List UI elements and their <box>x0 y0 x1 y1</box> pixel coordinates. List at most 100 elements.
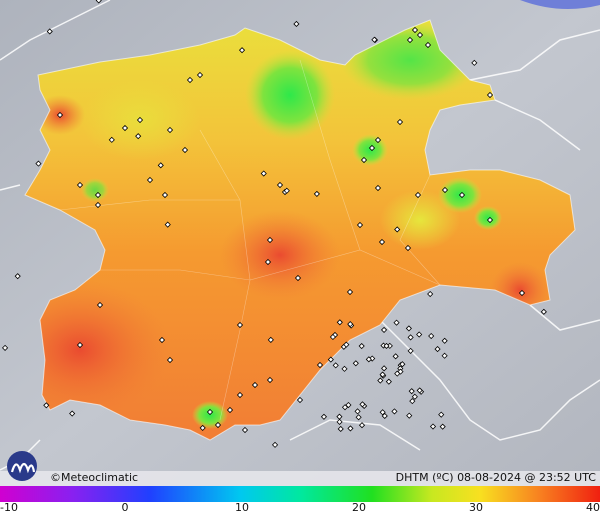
station <box>236 391 244 399</box>
station <box>181 146 189 154</box>
logo-glyph <box>10 462 36 474</box>
credit: ©Meteoclimatic <box>50 471 138 484</box>
station <box>356 221 364 229</box>
station <box>341 404 349 411</box>
station <box>399 361 406 368</box>
station <box>332 362 339 369</box>
station <box>166 126 174 134</box>
station <box>76 341 84 349</box>
station <box>196 71 204 79</box>
station <box>347 321 354 328</box>
station <box>404 244 412 252</box>
station <box>416 387 423 394</box>
legend-ticks: -10 0 10 20 30 40 <box>0 501 600 514</box>
station <box>214 421 222 429</box>
station <box>260 170 267 177</box>
station <box>427 290 434 298</box>
station <box>391 408 398 415</box>
legend-tick-label: 0 <box>122 501 129 514</box>
station <box>394 226 401 233</box>
station <box>14 273 21 280</box>
station <box>458 191 466 199</box>
station <box>43 402 50 409</box>
caption: DHTM (ºC) 08-08-2024 @ 23:52 UTC <box>396 471 597 484</box>
station <box>46 28 53 35</box>
station <box>343 341 350 348</box>
borders <box>0 0 600 470</box>
legend-tick-label: 30 <box>469 501 483 514</box>
station <box>434 346 441 353</box>
station <box>411 26 419 34</box>
station <box>266 376 274 384</box>
station <box>379 409 386 416</box>
station <box>96 301 104 309</box>
legend-tick-label: -10 <box>0 501 18 514</box>
station <box>407 347 414 354</box>
station <box>56 111 64 119</box>
station <box>94 191 102 199</box>
station <box>94 201 102 209</box>
station <box>316 361 324 369</box>
station <box>441 337 448 344</box>
station <box>377 377 384 384</box>
station <box>276 181 284 189</box>
station <box>439 423 446 430</box>
station <box>392 353 399 360</box>
station <box>329 333 336 341</box>
station <box>379 371 386 378</box>
station <box>385 378 392 385</box>
station <box>441 352 448 359</box>
station <box>429 423 437 430</box>
station <box>136 116 144 124</box>
station <box>540 308 547 315</box>
station <box>35 160 42 167</box>
station <box>380 326 388 333</box>
station <box>271 441 279 448</box>
station <box>337 425 344 433</box>
station <box>206 408 214 416</box>
station <box>293 20 300 28</box>
station <box>360 156 368 164</box>
footer-band <box>0 471 600 486</box>
station <box>161 191 169 199</box>
station <box>406 36 414 44</box>
station <box>294 274 302 282</box>
station <box>486 91 494 99</box>
station <box>296 396 304 404</box>
station <box>2 344 9 351</box>
station <box>345 401 352 409</box>
station <box>409 398 416 405</box>
station <box>359 401 366 408</box>
station <box>424 41 432 49</box>
station <box>226 406 234 414</box>
station <box>358 422 366 429</box>
station <box>238 47 246 54</box>
color-scale <box>0 486 600 502</box>
station <box>267 336 274 343</box>
station <box>378 238 386 246</box>
station <box>397 368 404 375</box>
station <box>346 288 354 296</box>
station <box>438 411 445 418</box>
station <box>320 413 328 420</box>
station <box>266 236 274 244</box>
legend-tick-label: 10 <box>235 501 249 514</box>
station <box>371 36 378 43</box>
station <box>241 426 249 434</box>
station <box>166 356 174 364</box>
station <box>336 319 343 326</box>
station <box>416 331 423 338</box>
station <box>158 336 166 344</box>
station <box>354 408 361 415</box>
station <box>406 412 413 419</box>
station <box>428 332 435 340</box>
station <box>518 289 526 297</box>
station <box>486 216 494 224</box>
station <box>396 118 404 126</box>
station <box>411 393 418 400</box>
station <box>352 360 359 367</box>
station <box>368 144 376 152</box>
station <box>414 191 422 199</box>
